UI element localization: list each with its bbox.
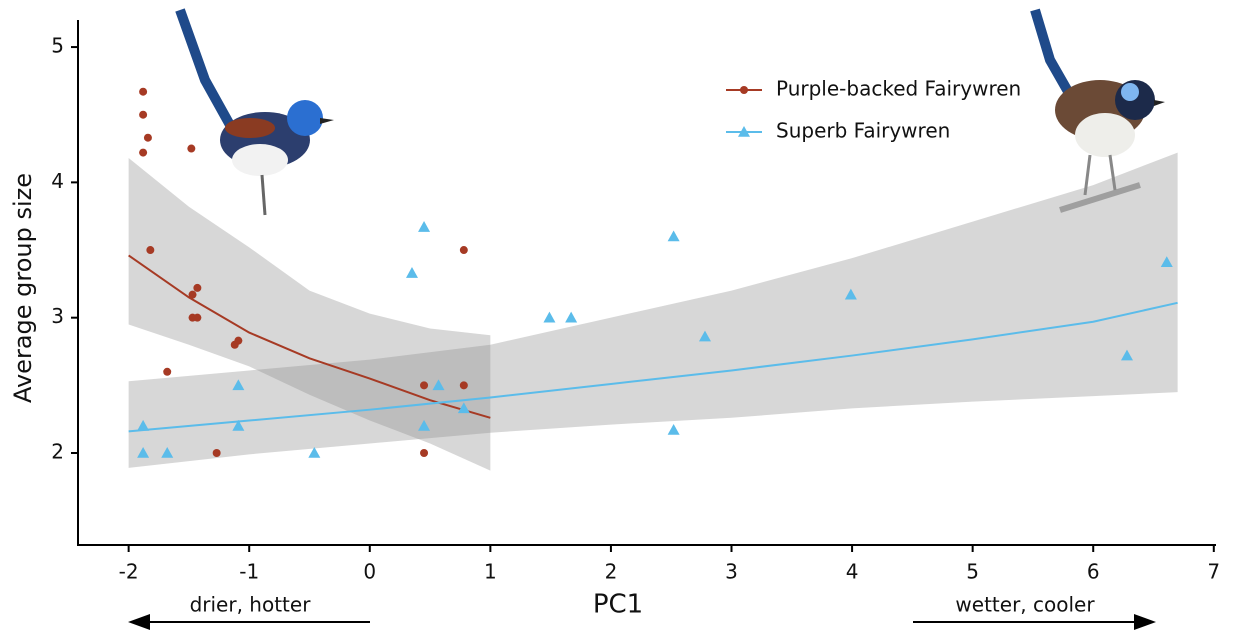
point [459,381,468,390]
point [459,246,468,255]
point [137,419,150,431]
confidence-band [128,152,1178,468]
point [308,446,321,458]
point [193,283,202,292]
point [543,311,556,323]
legend-label: Purple-backed Fairywren [776,77,1021,101]
x-tick-label: 5 [966,560,979,584]
point [1120,349,1133,361]
point [418,221,431,232]
point [188,290,197,299]
x-tick-label: 3 [725,560,738,584]
point [420,448,429,457]
bird-illustration-right [1030,8,1165,213]
point [139,148,148,157]
point [187,144,196,153]
point [432,379,445,391]
arrow-head [128,614,150,630]
x-axis-label: PC1 [593,590,643,620]
fit-line [128,254,491,419]
x-tick-label: 1 [484,560,497,584]
x-tick-label: -1 [239,560,259,584]
point [232,419,245,431]
x-tick-label: -2 [119,560,139,584]
point [139,87,148,96]
point [139,110,148,119]
point [137,446,150,458]
point [212,448,221,457]
point [667,423,680,435]
plot-area [128,87,1178,471]
legend-marker [740,86,748,94]
y-tick-label: 2 [51,439,64,463]
bird-illustration-left [175,8,334,216]
y-tick-label: 3 [51,304,64,328]
point [232,379,245,391]
point [161,446,174,458]
annotation: wetter, cooler [955,593,1095,617]
y-tick-label: 4 [51,169,64,193]
point [698,330,711,342]
x-tick-label: 6 [1087,560,1100,584]
point [457,402,470,414]
point [418,419,431,431]
point [146,246,155,255]
point [163,367,172,376]
point [420,381,429,390]
legend-label: Superb Fairywren [776,119,950,143]
confidence-band [128,158,491,471]
point [143,133,152,142]
point [193,313,202,322]
point [230,340,239,349]
x-tick-label: 7 [1207,560,1220,584]
y-axis-label: Average group size [9,173,37,403]
point [1160,256,1173,268]
point [565,311,578,323]
annotation: drier, hotter [190,593,312,617]
x-tick-label: 0 [363,560,376,584]
legend-marker [738,126,750,137]
x-tick-label: 2 [605,560,618,584]
point [667,230,680,242]
y-tick-label: 5 [51,34,64,58]
arrow-head [1134,614,1156,630]
point [405,267,418,278]
x-tick-label: 4 [846,560,859,584]
point [844,288,857,300]
fit-line [128,301,1178,433]
